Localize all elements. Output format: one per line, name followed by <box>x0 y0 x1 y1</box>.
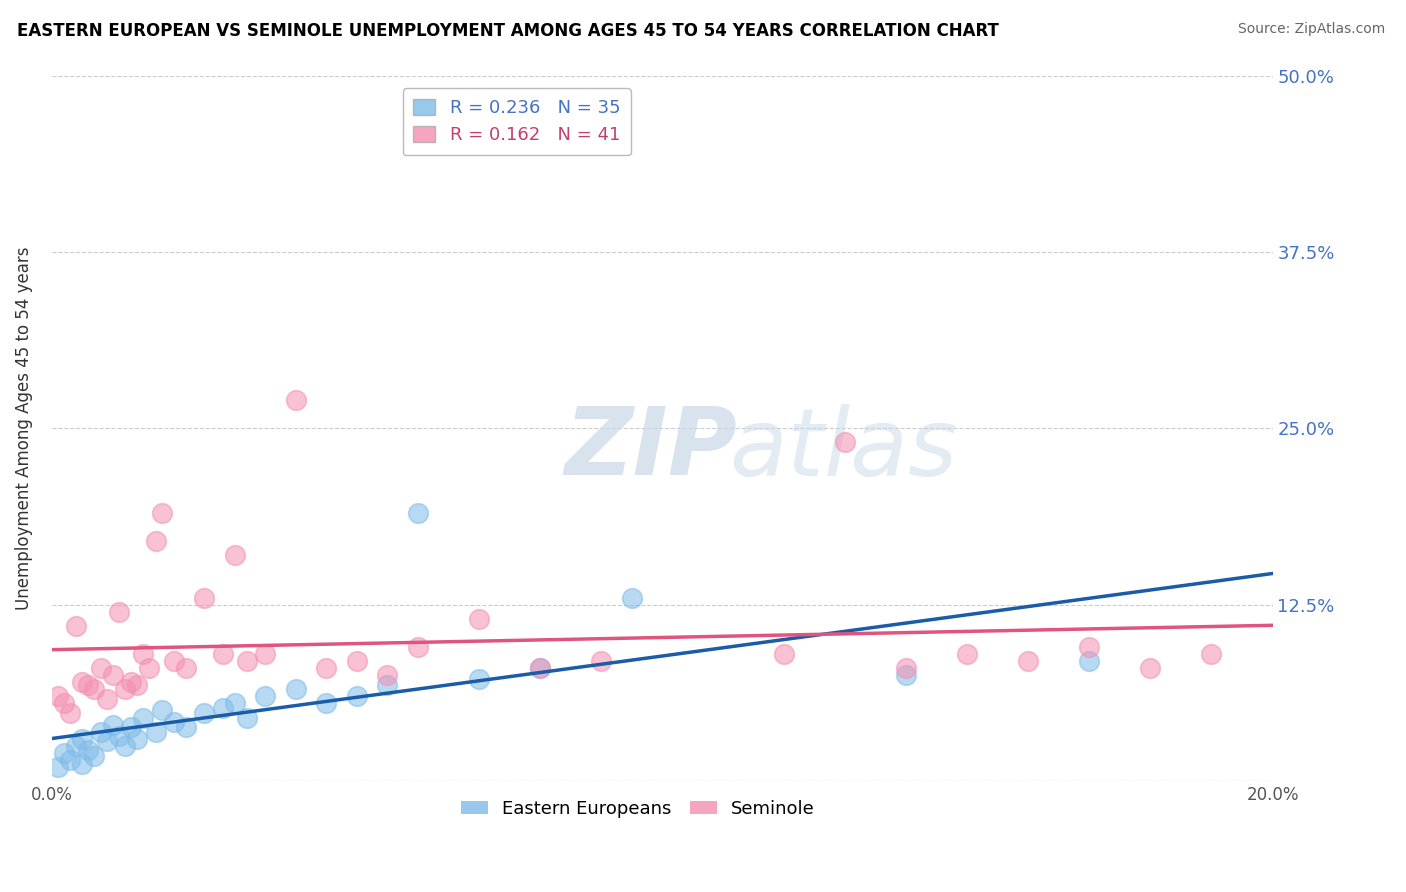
Eastern Europeans <box>72 757 94 772</box>
Eastern Europeans <box>59 753 82 767</box>
Seminole <box>72 675 94 690</box>
Eastern Europeans <box>114 739 136 753</box>
Eastern Europeans <box>72 731 94 746</box>
Seminole <box>315 661 337 675</box>
Seminole <box>108 605 131 619</box>
Eastern Europeans <box>406 506 429 520</box>
Eastern Europeans <box>211 700 233 714</box>
Text: ZIP: ZIP <box>564 403 737 495</box>
Seminole <box>896 661 918 675</box>
Eastern Europeans <box>127 731 149 746</box>
Eastern Europeans <box>132 710 155 724</box>
Seminole <box>284 392 307 407</box>
Seminole <box>236 654 259 668</box>
Seminole <box>59 706 82 721</box>
Seminole <box>132 647 155 661</box>
Eastern Europeans <box>174 720 197 734</box>
Seminole <box>211 647 233 661</box>
Eastern Europeans <box>346 690 368 704</box>
Seminole <box>46 690 69 704</box>
Eastern Europeans <box>468 673 491 687</box>
Seminole <box>529 661 551 675</box>
Seminole <box>52 697 75 711</box>
Eastern Europeans <box>83 748 105 763</box>
Seminole <box>90 661 112 675</box>
Seminole <box>406 640 429 654</box>
Eastern Europeans <box>150 703 173 717</box>
Seminole <box>346 654 368 668</box>
Seminole <box>114 682 136 697</box>
Text: atlas: atlas <box>730 404 957 495</box>
Legend: Eastern Europeans, Seminole: Eastern Europeans, Seminole <box>453 792 823 825</box>
Seminole <box>1078 640 1101 654</box>
Seminole <box>1017 654 1039 668</box>
Eastern Europeans <box>52 746 75 760</box>
Seminole <box>83 682 105 697</box>
Seminole <box>834 435 856 450</box>
Seminole <box>254 647 277 661</box>
Seminole <box>224 548 246 562</box>
Eastern Europeans <box>145 724 167 739</box>
Seminole <box>150 506 173 520</box>
Eastern Europeans <box>1078 654 1101 668</box>
Eastern Europeans <box>90 724 112 739</box>
Text: EASTERN EUROPEAN VS SEMINOLE UNEMPLOYMENT AMONG AGES 45 TO 54 YEARS CORRELATION : EASTERN EUROPEAN VS SEMINOLE UNEMPLOYMEN… <box>17 22 998 40</box>
Seminole <box>65 619 87 633</box>
Seminole <box>591 654 613 668</box>
Seminole <box>96 692 118 706</box>
Seminole <box>468 612 491 626</box>
Seminole <box>145 534 167 549</box>
Eastern Europeans <box>896 668 918 682</box>
Eastern Europeans <box>193 706 215 721</box>
Eastern Europeans <box>236 710 259 724</box>
Eastern Europeans <box>96 734 118 748</box>
Eastern Europeans <box>108 729 131 743</box>
Eastern Europeans <box>620 591 643 605</box>
Eastern Europeans <box>529 661 551 675</box>
Eastern Europeans <box>65 739 87 753</box>
Eastern Europeans <box>46 760 69 774</box>
Eastern Europeans <box>377 678 399 692</box>
Seminole <box>120 675 142 690</box>
Seminole <box>377 668 399 682</box>
Eastern Europeans <box>77 743 100 757</box>
Seminole <box>174 661 197 675</box>
Eastern Europeans <box>101 717 124 731</box>
Y-axis label: Unemployment Among Ages 45 to 54 years: Unemployment Among Ages 45 to 54 years <box>15 246 32 610</box>
Seminole <box>773 647 796 661</box>
Seminole <box>1201 647 1223 661</box>
Eastern Europeans <box>284 682 307 697</box>
Seminole <box>193 591 215 605</box>
Seminole <box>101 668 124 682</box>
Seminole <box>163 654 186 668</box>
Eastern Europeans <box>120 720 142 734</box>
Seminole <box>77 678 100 692</box>
Eastern Europeans <box>315 697 337 711</box>
Eastern Europeans <box>163 714 186 729</box>
Seminole <box>956 647 979 661</box>
Text: Source: ZipAtlas.com: Source: ZipAtlas.com <box>1237 22 1385 37</box>
Seminole <box>138 661 160 675</box>
Eastern Europeans <box>224 697 246 711</box>
Eastern Europeans <box>254 690 277 704</box>
Seminole <box>127 678 149 692</box>
Seminole <box>1139 661 1161 675</box>
